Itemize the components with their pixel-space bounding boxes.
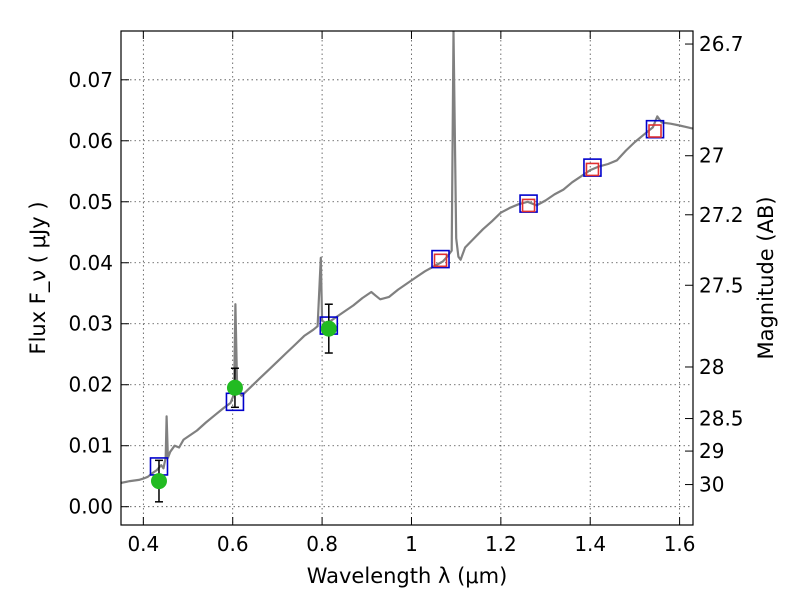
y-tick-label: 0.00: [68, 495, 113, 519]
tick-labels: 0.4 0.6 0.8 1 1.2 1.4 1.6 0.00 0.01 0.02 0.03 0.04 0…: [68, 32, 743, 556]
y-tick-label: 0.05: [68, 190, 113, 214]
y2-tick-label: 27.5: [699, 273, 744, 297]
grid: [121, 31, 693, 525]
x-tick-label: 1.2: [485, 532, 517, 556]
observed-square-marker: [585, 162, 600, 177]
observed-square-marker: [433, 253, 448, 268]
y2-tick-label: 28.5: [699, 407, 744, 431]
observed-square-marker: [521, 198, 536, 213]
x-tick-label: 0.6: [217, 532, 249, 556]
y-tick-label: 0.07: [68, 68, 113, 92]
y-axis-title: Flux F_ν ( μJy ): [26, 201, 51, 354]
observed-circle-marker: [150, 473, 167, 490]
plot-frame: [120, 30, 694, 526]
y2-axis-title: Magnitude (AB): [754, 196, 778, 359]
observed-square-marker: [648, 124, 662, 138]
y2-tick-label: 28: [699, 355, 724, 379]
x-tick-label: 1.6: [664, 532, 696, 556]
ticks: [121, 31, 693, 525]
y-tick-label: 0.01: [68, 434, 113, 458]
y2-tick-label: 30: [699, 473, 724, 497]
y2-tick-label: 26.7: [699, 32, 744, 56]
y-tick-label: 0.06: [68, 129, 113, 153]
model-square-marker: [431, 249, 450, 269]
x-tick-label: 1: [405, 532, 418, 556]
spectrum-line: [121, 31, 693, 484]
y-tick-label: 0.04: [68, 251, 113, 275]
x-tick-label: 0.4: [127, 532, 159, 556]
series-layer: [121, 31, 693, 503]
y-tick-label: 0.02: [68, 373, 113, 397]
y2-tick-label: 27: [699, 144, 724, 168]
x-axis-title: Wavelength λ (μm): [307, 564, 508, 588]
x-tick-label: 0.8: [306, 532, 338, 556]
observed-circle-marker: [320, 320, 337, 337]
x-tick-label: 1.4: [574, 532, 606, 556]
y2-tick-label: 29: [699, 439, 724, 463]
y-tick-label: 0.03: [68, 312, 113, 336]
observed-circle-marker: [226, 379, 243, 396]
plot-area: [121, 31, 693, 503]
y2-tick-label: 27.2: [699, 203, 744, 227]
